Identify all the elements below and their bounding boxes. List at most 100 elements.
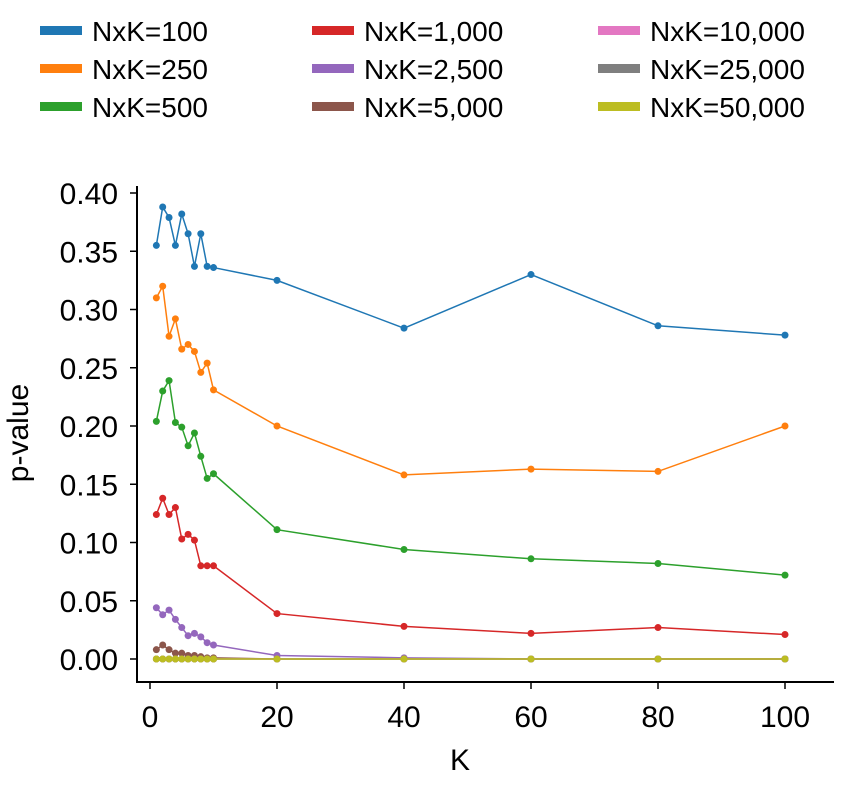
data-point: [165, 646, 173, 654]
legend-item: NxK=10,000: [598, 16, 805, 47]
data-point: [527, 271, 535, 279]
data-point: [171, 315, 179, 323]
data-point: [165, 606, 173, 614]
data-point: [171, 649, 179, 657]
data-point: [171, 504, 179, 512]
legend-label: NxK=25,000: [650, 54, 805, 85]
data-point: [203, 655, 211, 663]
data-point: [400, 622, 408, 630]
data-point: [273, 276, 281, 284]
data-point: [178, 210, 186, 218]
legend-swatch: [40, 102, 82, 111]
series-line: [155, 607, 785, 660]
data-point: [654, 655, 662, 663]
data-point: [400, 655, 408, 663]
series-NxK=50,000: [152, 655, 789, 663]
legend-label: NxK=1,000: [364, 16, 503, 47]
data-point: [165, 511, 173, 519]
legend-label: NxK=2,500: [364, 54, 503, 85]
data-point: [184, 340, 192, 348]
data-point: [152, 655, 160, 663]
series-NxK=1,000: [152, 494, 789, 639]
data-point: [171, 655, 179, 663]
data-point: [210, 386, 217, 394]
data-point: [178, 423, 186, 431]
data-point: [178, 649, 186, 657]
series-line: [155, 644, 785, 660]
legend-label: NxK=500: [92, 92, 208, 123]
data-point: [210, 264, 217, 272]
data-point: [654, 559, 662, 567]
data-point: [197, 562, 205, 570]
data-point: [527, 465, 535, 473]
data-point: [203, 359, 211, 367]
y-tick-label: 0.25: [60, 353, 118, 386]
data-point: [527, 629, 535, 637]
y-tick-label: 0.35: [60, 236, 118, 269]
data-point: [152, 511, 160, 519]
data-point: [781, 571, 789, 579]
legend-swatch: [40, 64, 82, 73]
y-tick-label: 0.10: [60, 528, 118, 561]
series-line: [155, 378, 786, 576]
legend-item: NxK=1,000: [312, 16, 503, 47]
y-tick-label: 0.05: [60, 586, 118, 619]
legend-swatch: [40, 26, 82, 35]
data-point: [203, 562, 211, 570]
data-point: [781, 631, 789, 639]
data-point: [152, 241, 160, 249]
data-point: [190, 262, 198, 270]
data-point: [654, 624, 662, 632]
data-point: [165, 332, 173, 340]
data-point: [654, 322, 662, 330]
data-point: [210, 655, 217, 663]
data-point: [152, 294, 160, 302]
data-point: [190, 655, 198, 663]
legend-item: NxK=250: [40, 54, 208, 85]
data-point: [190, 429, 198, 437]
x-tick-label: 60: [514, 701, 547, 734]
series-NxK=250: [152, 282, 789, 479]
data-point: [273, 655, 281, 663]
data-point: [184, 530, 192, 538]
data-point: [152, 646, 160, 654]
data-point: [210, 470, 217, 478]
data-point: [203, 474, 211, 482]
y-axis-label: p-value: [2, 384, 35, 482]
data-point: [184, 442, 192, 450]
legend-item: NxK=100: [40, 16, 208, 47]
x-tick-label: 40: [387, 701, 420, 734]
x-tick-label: 20: [260, 701, 293, 734]
data-point: [400, 471, 408, 479]
x-axis-label: K: [450, 744, 470, 777]
data-point: [159, 494, 167, 502]
legend-swatch: [598, 102, 640, 111]
series-line: [155, 204, 786, 336]
data-point: [781, 655, 789, 663]
y-tick-label: 0.30: [60, 295, 118, 328]
data-point: [273, 526, 281, 534]
data-point: [400, 545, 408, 553]
data-point: [178, 535, 186, 543]
series-NxK=100: [152, 203, 789, 339]
series-NxK=2,500: [152, 604, 789, 663]
data-point: [190, 347, 198, 355]
legend-item: NxK=500: [40, 92, 208, 123]
data-point: [178, 345, 186, 353]
data-point: [184, 655, 192, 663]
legend-label: NxK=100: [92, 16, 208, 47]
data-point: [197, 655, 205, 663]
legend-label: NxK=50,000: [650, 92, 805, 123]
legend-label: NxK=10,000: [650, 16, 805, 47]
data-point: [159, 387, 167, 395]
data-point: [527, 655, 535, 663]
y-tick-label: 0.20: [60, 411, 118, 444]
data-point: [203, 262, 211, 270]
legend-label: NxK=250: [92, 54, 208, 85]
x-tick-label: 80: [641, 701, 674, 734]
legend-swatch: [312, 102, 354, 111]
data-point: [184, 632, 192, 640]
series-line: [155, 283, 786, 476]
legend-item: NxK=2,500: [312, 54, 503, 85]
